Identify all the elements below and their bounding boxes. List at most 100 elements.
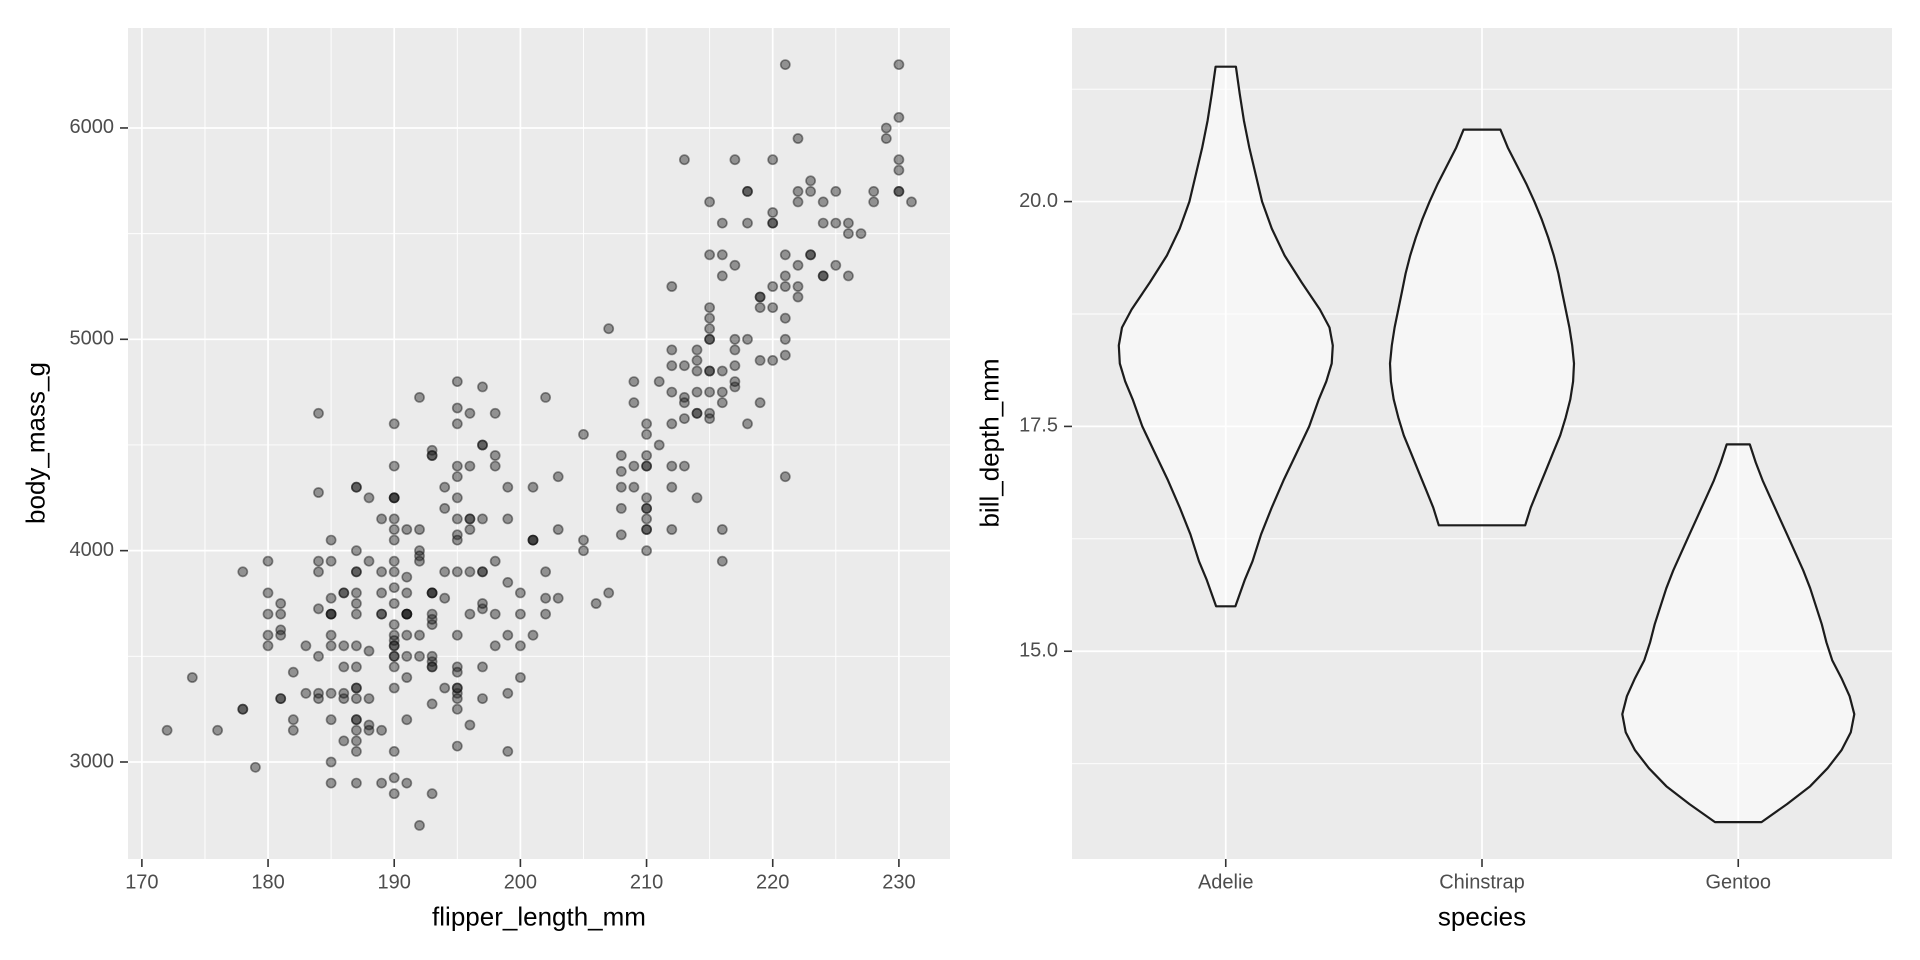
data-point	[868, 185, 880, 197]
data-point	[729, 344, 741, 356]
data-point	[817, 270, 829, 282]
data-point	[666, 360, 678, 372]
data-point	[161, 724, 173, 736]
scatter-x-tick-label: 230	[882, 871, 915, 893]
data-point	[754, 291, 766, 303]
data-point	[716, 249, 728, 261]
data-point	[615, 502, 627, 514]
data-point	[603, 323, 615, 335]
data-point	[767, 217, 779, 229]
data-point	[350, 481, 362, 493]
data-point	[388, 772, 400, 784]
data-point	[451, 471, 463, 483]
data-point	[893, 154, 905, 166]
data-point	[338, 587, 350, 599]
violin-x-axis-title: species	[1437, 901, 1527, 932]
data-point	[754, 291, 766, 303]
data-point	[313, 603, 324, 615]
data-point	[401, 777, 413, 789]
data-point	[414, 629, 425, 641]
data-point	[325, 687, 337, 699]
data-point	[313, 693, 324, 704]
data-point	[439, 566, 451, 578]
data-point	[275, 624, 287, 636]
data-point	[275, 693, 287, 704]
data-point	[742, 185, 753, 197]
data-point	[451, 693, 463, 704]
data-point	[426, 587, 438, 599]
data-point	[350, 777, 362, 789]
data-point	[779, 59, 791, 70]
data-point	[426, 650, 438, 662]
data-point	[426, 661, 438, 673]
data-point	[666, 460, 678, 472]
data-point	[691, 386, 703, 398]
data-point	[805, 185, 816, 197]
data-point	[615, 529, 627, 541]
data-point	[237, 703, 249, 715]
data-point	[527, 629, 539, 641]
data-point	[388, 492, 400, 504]
data-point	[653, 439, 665, 451]
data-point	[388, 629, 400, 641]
data-point	[313, 555, 324, 567]
data-point	[426, 587, 438, 599]
data-point	[729, 154, 741, 166]
data-point	[275, 608, 287, 620]
data-point	[464, 719, 476, 731]
data-point	[502, 577, 514, 588]
data-point	[350, 587, 362, 599]
data-point	[414, 650, 425, 662]
data-point	[464, 407, 476, 419]
data-point	[451, 629, 463, 641]
scatter-y-tick-label: 6000	[70, 116, 115, 138]
data-point	[262, 555, 274, 567]
data-point	[426, 450, 438, 461]
data-point	[477, 439, 488, 451]
data-point	[363, 555, 375, 567]
data-point	[451, 529, 463, 541]
data-point	[313, 566, 324, 578]
scatter-x-tick-label: 210	[630, 871, 663, 893]
scatter-x-tick-label: 180	[251, 871, 284, 893]
data-point	[641, 450, 652, 461]
violin-x-tick-label: Adelie	[1198, 871, 1254, 893]
scatter-y-axis-title: body_mass_g	[20, 362, 51, 524]
data-point	[666, 344, 678, 356]
data-point	[338, 661, 350, 673]
data-point	[792, 133, 804, 144]
data-point	[451, 513, 463, 525]
data-point	[338, 735, 350, 747]
data-point	[477, 598, 488, 609]
data-point	[376, 587, 387, 599]
data-point	[729, 376, 741, 387]
scatter-y-tick-label: 3000	[70, 750, 115, 772]
data-point	[451, 534, 463, 546]
data-point	[779, 249, 791, 261]
data-point	[212, 724, 223, 736]
data-point	[350, 714, 362, 726]
data-point	[477, 439, 488, 451]
data-point	[325, 640, 337, 652]
data-point	[716, 386, 728, 398]
data-point	[679, 460, 690, 472]
data-point	[426, 661, 438, 673]
data-point	[641, 524, 652, 535]
data-point	[401, 714, 413, 726]
data-point	[388, 418, 400, 430]
data-point	[552, 592, 564, 604]
data-point	[704, 302, 715, 313]
data-point	[325, 608, 337, 620]
data-point	[363, 719, 375, 731]
data-point	[325, 555, 337, 567]
data-point	[401, 587, 413, 599]
data-point	[477, 566, 488, 578]
data-point	[275, 598, 287, 609]
data-point	[742, 217, 753, 229]
data-point	[376, 608, 387, 620]
data-point	[540, 592, 551, 604]
data-point	[805, 249, 816, 261]
data-point	[767, 217, 779, 229]
data-point	[388, 650, 400, 662]
